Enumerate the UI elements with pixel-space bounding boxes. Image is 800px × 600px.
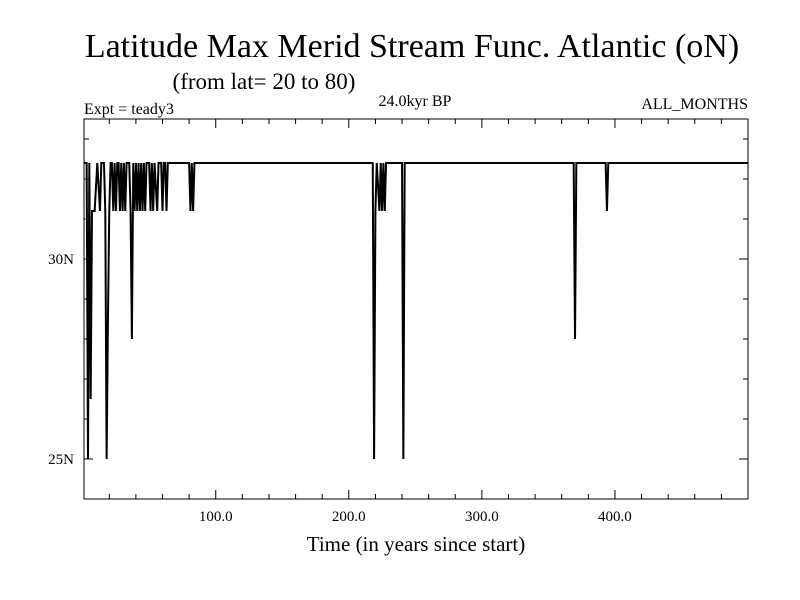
chart-subtitle: (from lat= 20 to 80) — [173, 69, 356, 94]
x-tick-label: 300.0 — [465, 509, 499, 525]
x-tick-label: 400.0 — [598, 509, 632, 525]
annotation-center: 24.0kyr BP — [379, 93, 452, 110]
y-tick-label: 30N — [48, 252, 74, 268]
plot-frame — [83, 118, 749, 500]
chart-title: Latitude Max Merid Stream Func. Atlantic… — [85, 28, 739, 65]
annotation-right: ALL_MONTHS — [641, 96, 748, 113]
x-axis-ticks — [108, 119, 722, 499]
x-axis-tick-labels: 100.0 200.0 300.0 400.0 — [199, 509, 632, 525]
y-tick-label: 25N — [48, 452, 74, 468]
x-tick-label: 100.0 — [199, 509, 233, 525]
y-axis-tick-labels: 25N 30N — [48, 252, 74, 468]
annotation-left: Expt = teady3 — [84, 101, 174, 118]
y-axis-ticks — [84, 138, 748, 500]
series-line — [84, 162, 748, 460]
x-tick-label: 200.0 — [332, 509, 366, 525]
x-axis-label: Time (in years since start) — [307, 532, 526, 556]
